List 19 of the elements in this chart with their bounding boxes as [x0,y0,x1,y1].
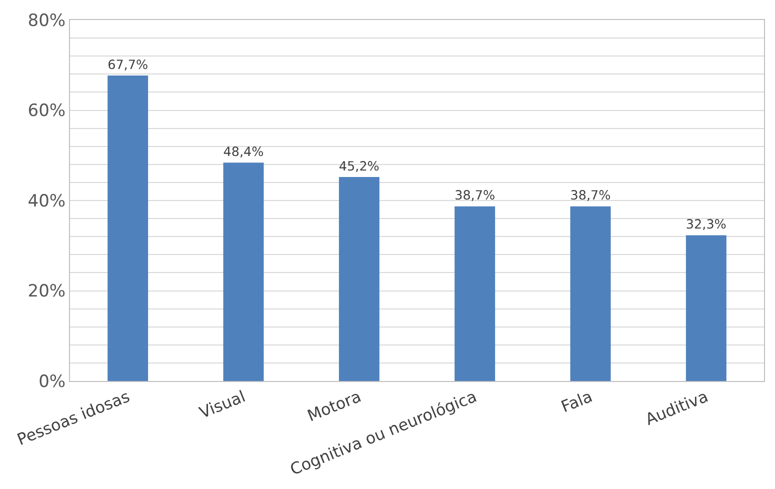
data-label: 48,4% [223,144,264,160]
y-tick-label: 20% [28,282,66,302]
data-label: 38,7% [454,188,496,204]
y-tick-label: 80% [28,10,66,31]
x-tick-label: Fala [558,386,595,416]
bar [686,235,726,381]
bar [454,206,496,381]
x-tick-label: Visual [196,386,248,422]
bar [108,76,148,381]
data-label: 67,7% [108,58,148,73]
y-tick-label: 0% [38,372,66,392]
bar [570,206,611,381]
y-tick-label: 60% [28,101,66,122]
bar [338,177,380,381]
y-tick-label: 40% [28,191,66,212]
data-label: 38,7% [570,188,611,204]
data-label: 32,3% [686,218,726,233]
bar [223,162,264,381]
data-label: 45,2% [338,159,380,174]
